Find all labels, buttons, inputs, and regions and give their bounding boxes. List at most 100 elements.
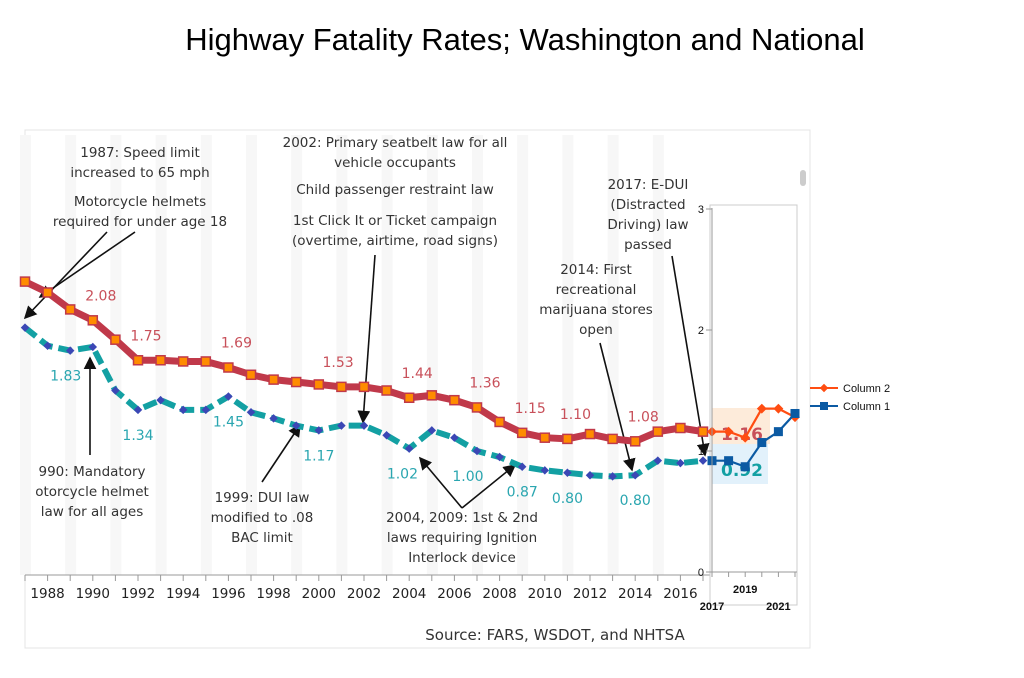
data-point: [358, 381, 370, 393]
annotation-text: law for all ages: [41, 504, 143, 520]
data-point: [562, 433, 573, 445]
overlay-x-tick-label: 2017: [700, 601, 724, 613]
data-point: [314, 426, 324, 435]
y-tick-label: 3: [698, 204, 704, 216]
data-point: [336, 381, 347, 393]
annotation-text: (overtime, airtime, road signs): [292, 233, 498, 249]
annotation-text: laws requiring Ignition: [387, 530, 537, 546]
annotation-text: 990: Mandatory: [38, 464, 145, 480]
x-tick-label: 2012: [573, 586, 607, 602]
data-point: [471, 402, 483, 413]
data-point: [224, 392, 233, 401]
annotation-text: 1987: Speed limit: [80, 145, 200, 161]
data-point: [269, 414, 278, 423]
data-point: [427, 426, 437, 435]
annotation-text: Driving) law: [607, 217, 688, 233]
annotation-text: marijuana stores: [539, 302, 653, 318]
data-point: [403, 392, 415, 404]
x-tick-label: 2000: [302, 586, 336, 602]
data-point: [290, 376, 302, 388]
data-point: [516, 427, 528, 439]
arrow: [357, 254, 376, 424]
data-point: [494, 416, 505, 428]
annotation-text: required for under age 18: [53, 214, 227, 230]
arrow: [599, 342, 636, 472]
data-point: [698, 456, 708, 465]
chart-title: Highway Fatality Rates; Washington and N…: [185, 22, 865, 57]
data-label: 1.08: [628, 409, 659, 425]
annotation-text: passed: [624, 237, 672, 253]
x-tick-label: 1994: [166, 586, 200, 602]
data-point: [201, 405, 211, 415]
data-point: [472, 446, 482, 456]
annotation-text: vehicle occupants: [334, 155, 456, 171]
data-label: 1.44: [402, 366, 433, 382]
x-tick-label: 2006: [437, 586, 471, 602]
annotations: 1987: Speed limit increased to 65 mph Moto…: [35, 135, 688, 566]
data-point: [42, 287, 53, 298]
data-point: [155, 355, 166, 366]
data-point: [87, 315, 99, 326]
annotation-text: increased to 65 mph: [70, 165, 209, 181]
gridband: [336, 135, 348, 575]
x-tick-label: 1990: [76, 586, 110, 602]
x-tick-label: 1996: [211, 586, 245, 602]
data-point: [653, 456, 663, 465]
gridband: [246, 135, 257, 575]
data-label: 0.80: [620, 493, 651, 509]
annotation-text: 2017: E-DUI: [608, 177, 689, 193]
annotation-text: Child passenger restraint law: [296, 182, 494, 198]
data-point: [676, 458, 685, 468]
gridband: [472, 135, 483, 575]
gridband: [20, 135, 31, 575]
data-point: [757, 438, 767, 448]
arrow: [418, 456, 463, 509]
annotation-arrows: [23, 231, 710, 509]
data-point: [584, 428, 596, 440]
data-point: [404, 444, 414, 453]
annotation-text: 2014: First: [560, 262, 632, 278]
data-label: 1.75: [130, 328, 161, 344]
data-label: 1.83: [50, 369, 81, 385]
data-label: 1.36: [469, 375, 500, 391]
overlay-plot-border: [709, 204, 798, 606]
data-point: [724, 456, 734, 466]
data-label: 1.17: [303, 448, 334, 464]
annotation-text: modified to .08: [211, 510, 314, 526]
data-point: [382, 431, 391, 440]
gridband: [65, 135, 77, 575]
data-point: [178, 405, 188, 415]
legend-marker: [819, 383, 829, 393]
data-point: [450, 433, 459, 442]
data-point: [540, 466, 550, 475]
scrollbar-thumb[interactable]: [800, 170, 806, 186]
arrow: [671, 255, 710, 457]
legend: Column 2 Column 1: [810, 383, 890, 413]
data-label: 1.02: [387, 467, 418, 483]
data-point: [756, 403, 767, 414]
data-point: [43, 341, 52, 350]
x-tick-label: 1998: [256, 586, 290, 602]
data-point: [111, 386, 120, 395]
data-point: [246, 408, 256, 417]
plot-background: [20, 129, 811, 649]
x-tick-label: 1992: [121, 586, 155, 602]
data-label: 1.15: [515, 401, 546, 417]
arrow: [23, 231, 108, 320]
data-point: [607, 433, 618, 445]
gridband: [426, 135, 438, 575]
data-point: [652, 426, 664, 437]
gridband: [607, 135, 619, 575]
annotation-text: open: [579, 322, 613, 338]
x-tick-label: 2014: [618, 586, 652, 602]
data-point: [563, 468, 572, 478]
data-label: 2.08: [85, 288, 116, 304]
data-point: [177, 356, 189, 367]
arrow: [461, 463, 517, 509]
data-point: [773, 427, 783, 437]
gridband: [291, 135, 303, 575]
data-point: [245, 369, 257, 381]
x-tick-label: 2004: [392, 586, 426, 602]
data-point: [88, 342, 98, 352]
